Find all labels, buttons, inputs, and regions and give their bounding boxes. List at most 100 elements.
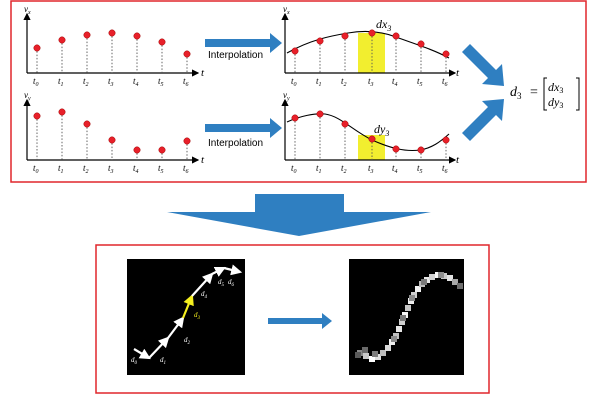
row1-interpolation-arrow: Interpolation [205, 33, 282, 61]
stroke-pixel [369, 356, 375, 362]
row1-interp-sample-point [316, 37, 324, 45]
row1-sample-point [158, 38, 166, 46]
stroke-pixel [396, 326, 402, 332]
row1-interp-tick-label: t4 [392, 76, 398, 88]
stroke-pixel [429, 274, 435, 280]
big-down-arrow-icon [167, 194, 431, 236]
row2-tick-label: t2 [83, 163, 89, 175]
row1-sample-point [108, 29, 116, 37]
stroke-pixel [447, 275, 453, 281]
merge-arrow-top-icon [462, 44, 504, 86]
row2-interp-tick-label: t4 [392, 163, 398, 175]
vector-arrow [211, 267, 226, 277]
vector-label: d3 [194, 311, 201, 321]
right-arrow-icon [268, 313, 332, 329]
row1-interp-sample-point [291, 47, 299, 55]
row2-interp-sample-point [392, 145, 400, 153]
row1-tick-label: t1 [58, 76, 64, 88]
stroke-pixel [391, 336, 397, 342]
row1-interp-sample-point [417, 40, 425, 48]
stroke-pixel [363, 353, 369, 359]
vector-equation: d3 = dx3 dy3 [510, 77, 580, 111]
stroke-pixel [372, 351, 378, 357]
row1-sample-plot: vx t t0 t1 t2 t3 t4 t5 t6 [23, 4, 205, 88]
row1-y-axis-label: vx [24, 4, 31, 16]
vector-label: d6 [228, 278, 235, 288]
row2-sample-plot: vy t t0 t1 t2 t3 t4 t5 t6 [23, 90, 205, 175]
stroke-pixel [438, 272, 444, 278]
vector-arrow [191, 272, 214, 297]
stroke-pixel [405, 305, 411, 311]
row1-interp-x-label: t [456, 67, 460, 79]
equation-equals: = [530, 85, 538, 100]
row2-sample-point [33, 112, 41, 120]
row2-tick-label: t5 [158, 163, 164, 175]
vector-label: d0 [131, 356, 138, 366]
row2-interp-sample-point [417, 146, 425, 154]
row1-interp-sample-point [368, 29, 376, 37]
row2-highlight-label: dy3 [374, 122, 389, 138]
row2-interpolation-label: Interpolation [208, 138, 263, 149]
row1-interp-tick-label: t3 [368, 76, 374, 88]
stroke-pixel [355, 352, 361, 358]
stroke-pixel [385, 345, 391, 351]
stroke-pixel [399, 319, 405, 325]
equation-right-bracket [576, 77, 580, 111]
stroke-pixel [380, 350, 386, 356]
equation-top-entry: dx3 [548, 80, 563, 95]
stroke-pixel [452, 279, 458, 285]
row1-tick-label: t4 [133, 76, 139, 88]
row1-x-axis-label: t [201, 67, 205, 79]
row1-interpolated-plot: vx t dx3 t0 t1 t2 t3 t4 t5 t6 [281, 4, 460, 88]
vector-label: d5 [218, 278, 225, 288]
vector-label: d4 [201, 290, 208, 300]
row2-interp-sample-point [442, 136, 450, 144]
row1-interp-tick-label: t1 [316, 76, 322, 88]
stroke-pixel [362, 347, 368, 353]
row2-tick-label: t3 [108, 163, 114, 175]
row1-interpolation-label: Interpolation [208, 50, 263, 61]
row2-interp-y-label: vy [283, 90, 290, 102]
row1-tick-label: t2 [83, 76, 89, 88]
top-panel-frame [10, 0, 587, 183]
vector-label: d1 [160, 356, 166, 366]
highlighted-vector-arrow [181, 293, 194, 319]
row2-x-axis-label: t [201, 154, 205, 166]
rasterized-stroke-image [349, 259, 464, 375]
row1-highlight-band [358, 33, 385, 73]
equation-bottom-entry: dy3 [548, 95, 563, 110]
row1-interp-tick-label: t0 [291, 76, 297, 88]
row2-interp-sample-point [316, 110, 324, 118]
row2-sample-point [83, 120, 91, 128]
right-arrow-icon [205, 33, 282, 53]
row1-tick-label: t3 [108, 76, 114, 88]
vector-arrow [223, 264, 243, 276]
row2-sample-point [58, 108, 66, 116]
row2-sample-point [183, 137, 191, 145]
row2-y-axis-label: vy [24, 90, 31, 102]
row2-interp-tick-label: t0 [291, 163, 297, 175]
stroke-pixel [457, 283, 463, 289]
row1-interp-tick-label: t2 [341, 76, 347, 88]
stroke-pixel [409, 295, 415, 301]
row2-interp-x-label: t [456, 154, 460, 166]
row1-sample-point [183, 50, 191, 58]
row1-tick-label: t5 [158, 76, 164, 88]
merge-arrow-bottom-icon [462, 99, 504, 141]
row2-interpolation-arrow: Interpolation [205, 118, 282, 149]
row2-tick-label: t6 [183, 163, 189, 175]
equation-lhs: d3 [510, 85, 522, 101]
row1-tick-label: t0 [33, 76, 39, 88]
vector-arrow [148, 336, 170, 359]
stroke-pixel [421, 279, 427, 285]
vector-arrow [133, 348, 151, 360]
row1-sample-point [133, 32, 141, 40]
row2-interp-sample-point [368, 135, 376, 143]
row2-sample-point [133, 146, 141, 154]
row1-interp-tick-label: t5 [417, 76, 423, 88]
row2-tick-label: t0 [33, 163, 39, 175]
row2-interp-tick-label: t2 [341, 163, 347, 175]
row2-interp-tick-label: t6 [442, 163, 448, 175]
row2-tick-label: t1 [58, 163, 64, 175]
